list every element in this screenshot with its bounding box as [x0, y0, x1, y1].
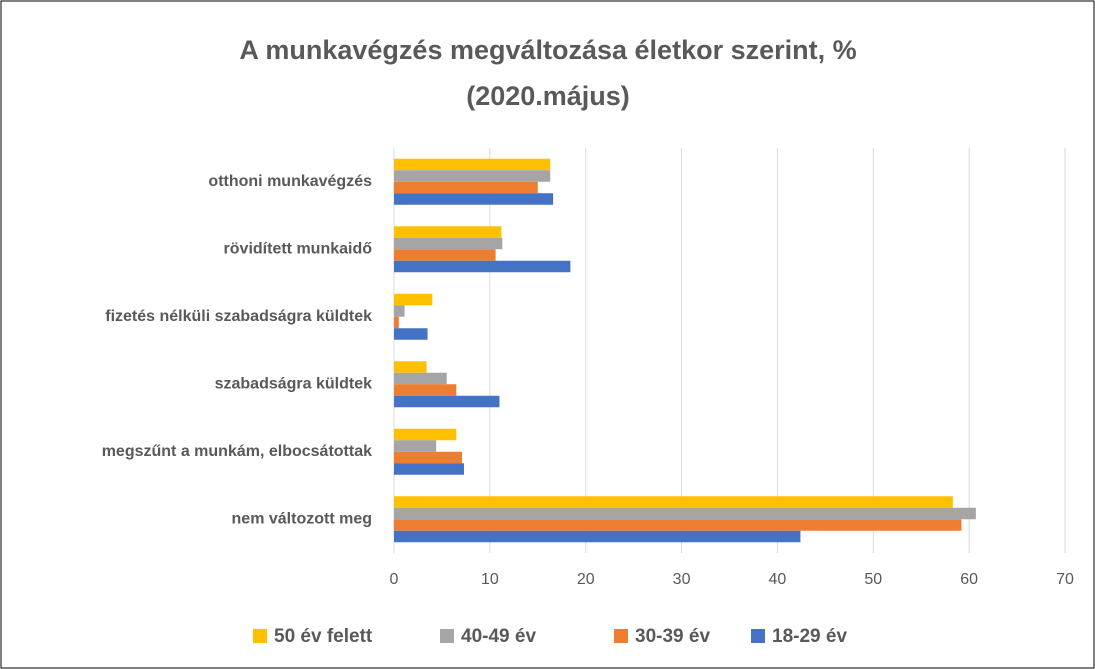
bar [394, 328, 428, 340]
x-tick-label: 70 [1056, 571, 1074, 588]
y-tick-label: rövidített munkaidő [224, 240, 373, 257]
y-tick-label: fizetés nélküli szabadságra küldtek [105, 308, 372, 325]
bar [394, 463, 464, 475]
bar [394, 170, 551, 182]
bar [394, 530, 801, 543]
bar [394, 249, 496, 261]
legend-label: 40-49 év [461, 626, 536, 647]
y-tick-label: megszűnt a munkám, elbocsátottak [102, 443, 372, 460]
bar [394, 305, 405, 317]
legend-swatch [440, 629, 454, 643]
x-tick-label: 10 [481, 571, 499, 588]
legend-label: 18-29 év [772, 626, 847, 647]
legend-swatch [614, 629, 628, 643]
x-tick-label: 0 [390, 571, 399, 588]
bar [394, 361, 427, 373]
chart-subtitle: (2020.május) [466, 81, 630, 111]
x-tick-label: 20 [577, 571, 595, 588]
bar [394, 237, 503, 250]
legend-swatch [253, 629, 267, 643]
legend-swatch [751, 629, 765, 643]
bar [394, 428, 457, 441]
x-tick-label: 30 [673, 571, 691, 588]
bar [394, 372, 447, 385]
bar [394, 440, 437, 452]
bar [394, 519, 962, 531]
bar [394, 158, 551, 171]
bar [394, 181, 538, 194]
bar [394, 451, 463, 464]
bar [394, 226, 502, 238]
y-tick-label: otthoni munkavégzés [208, 173, 372, 190]
bar [394, 384, 457, 396]
chart-title: A munkavégzés megváltozása életkor szeri… [239, 35, 856, 65]
y-tick-label: nem változott meg [232, 510, 372, 527]
x-tick-label: 50 [864, 571, 882, 588]
bar [394, 395, 500, 408]
bar [394, 293, 433, 306]
bar [394, 496, 953, 508]
x-tick-label: 40 [769, 571, 787, 588]
bar [394, 507, 976, 520]
bar [394, 316, 399, 329]
legend-label: 50 év felett [274, 626, 373, 647]
bar [394, 193, 554, 205]
bar [394, 260, 571, 273]
y-tick-label: szabadságra küldtek [215, 375, 373, 392]
legend-label: 30-39 év [635, 626, 710, 647]
x-tick-label: 60 [960, 571, 978, 588]
